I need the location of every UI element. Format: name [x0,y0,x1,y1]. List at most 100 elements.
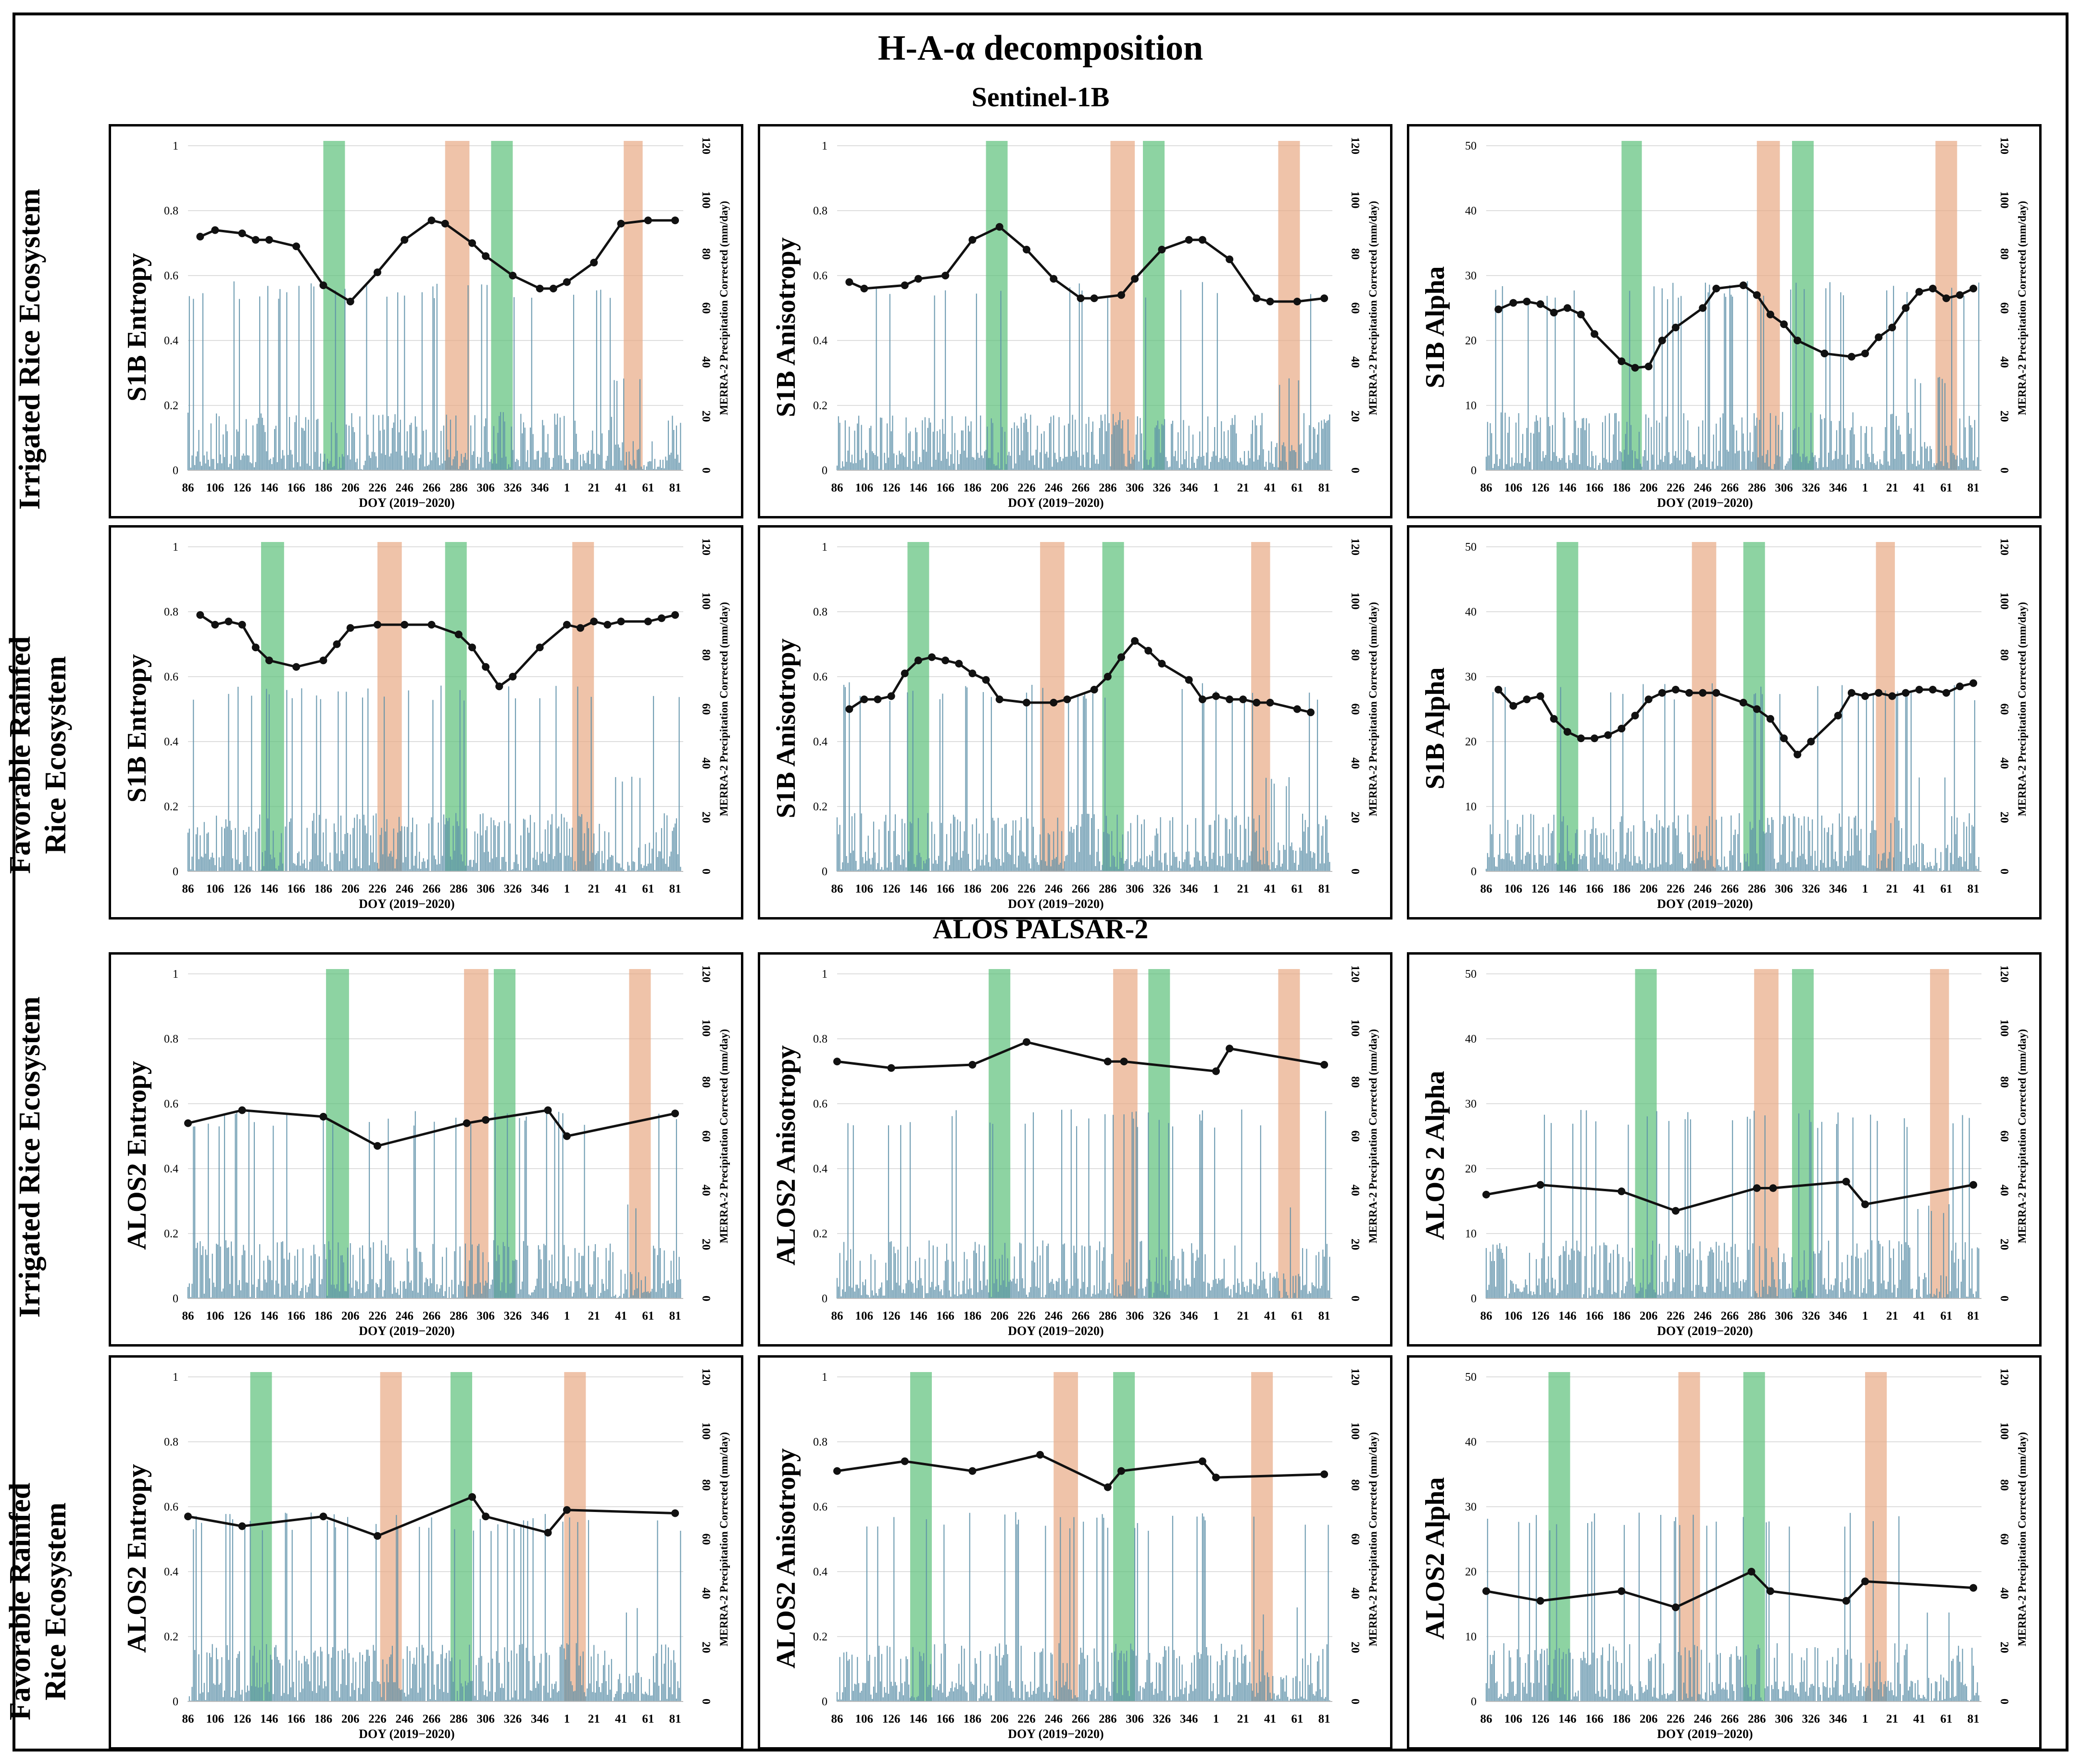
y-tick-label: 20 [1465,335,1477,347]
x-tick-label: 61 [1940,882,1952,895]
orange-band [1935,141,1957,470]
series-line [1497,682,1974,756]
data-point [1022,699,1030,706]
y2-tick-label: 120 [1998,137,2010,154]
x-tick-label: 21 [588,1713,600,1726]
data-point [1969,679,1978,687]
x-tick-label: 306 [1126,1713,1144,1726]
data-point [1969,285,1978,292]
data-point [1131,637,1139,645]
x-tick-label: 246 [1045,1310,1063,1323]
x-tick-label: 21 [588,481,600,494]
data-point [1185,236,1193,244]
y2-tick-label: 0 [1998,467,2010,473]
y-tick-label: 0 [822,465,827,477]
x-tick-label: 106 [206,481,225,494]
green-band [450,1372,472,1701]
data-point [1198,1457,1206,1465]
y2-axis-label: MERRA-2 Precipitation Corrected (mm/day) [2016,602,2028,817]
y-tick-label: 30 [1465,671,1477,683]
data-point [1103,1058,1112,1066]
y-tick-label: 0.4 [164,736,178,748]
x-tick-label: 146 [1558,882,1577,895]
x-tick-label: 126 [1531,481,1550,494]
data-point [427,621,436,629]
data-point [1022,246,1030,253]
x-tick-label: 186 [1613,481,1631,494]
x-axis-label: DOY (2019−2020) [359,1324,454,1338]
y-tick-label: 0 [1471,866,1477,878]
data-point [955,660,963,668]
y-tick-label: 0.2 [164,400,178,412]
data-point [482,1512,490,1521]
x-tick-label: 186 [314,481,333,494]
x-tick-label: 81 [669,882,681,895]
data-point [1212,1067,1220,1075]
orange-band [564,1372,586,1701]
y-tick-label: 0.8 [164,1436,178,1449]
y2-tick-label: 0 [1349,1296,1361,1301]
y2-tick-label: 60 [1349,704,1361,715]
y-axis-label: S1B Anisotropy [771,639,801,819]
data-point [968,1467,977,1475]
data-point [373,1532,381,1540]
data-point [563,278,571,286]
green-band [1635,969,1657,1298]
x-tick-label: 286 [1099,882,1117,895]
y2-tick-label: 0 [1998,1296,2010,1301]
y-tick-label: 50 [1465,140,1477,152]
x-tick-label: 286 [450,481,468,494]
data-point [833,1467,841,1475]
data-point [482,1116,490,1124]
y2-axis-label: MERRA-2 Precipitation Corrected (mm/day) [1367,602,1379,817]
y2-tick-label: 120 [1349,137,1361,154]
row-label-3: Irrigated Rice Ecosystem [13,996,46,1318]
y-tick-label: 0.8 [164,606,178,618]
x-tick-label: 266 [423,882,441,895]
y-tick-label: 10 [1465,1228,1477,1240]
y-tick-label: 0.4 [813,736,827,748]
x-tick-label: 206 [1640,882,1658,895]
x-tick-label: 246 [1045,882,1063,895]
orange-band [1930,969,1949,1298]
y-tick-label: 0.2 [164,1631,178,1643]
y2-tick-label: 0 [1349,467,1361,473]
data-point [468,1493,476,1501]
x-tick-label: 326 [1153,1310,1171,1323]
y-tick-label: 10 [1465,801,1477,813]
green-band [1102,542,1124,871]
x-tick-label: 306 [1775,1310,1793,1323]
x-tick-label: 86 [182,481,194,494]
data-point [1320,1061,1329,1069]
data-point [265,656,273,665]
y2-tick-label: 60 [1349,1131,1361,1142]
x-tick-label: 166 [287,1713,305,1726]
y2-axis-label: MERRA-2 Precipitation Corrected (mm/day) [1367,1432,1379,1647]
x-tick-label: 206 [341,882,360,895]
y2-tick-label: 40 [1349,1184,1361,1196]
y-tick-label: 0.8 [164,205,178,217]
x-tick-label: 266 [1721,882,1739,895]
green-band [491,141,513,470]
x-tick-label: 61 [1291,1310,1303,1323]
x-tick-label: 106 [206,1310,225,1323]
y2-tick-label: 120 [1349,965,1361,983]
y-axis-label: ALOS2 Entropy [122,1061,152,1250]
x-tick-label: 286 [450,1310,468,1323]
x-axis-label: DOY (2019−2020) [1657,1324,1753,1338]
data-point [1198,236,1206,244]
x-tick-label: 186 [1613,1310,1631,1323]
y2-tick-label: 20 [700,812,712,823]
data-point [441,220,449,227]
y-tick-label: 0.8 [813,606,827,618]
x-tick-label: 61 [1940,1310,1952,1323]
y2-tick-label: 120 [700,965,712,983]
x-tick-label: 246 [1045,481,1063,494]
data-point [1766,715,1774,723]
x-tick-label: 326 [1153,882,1171,895]
x-tick-label: 346 [1180,481,1198,494]
y-tick-label: 0 [173,1293,178,1305]
data-point [1617,725,1626,732]
orange-band [1756,141,1780,470]
data-point [603,621,612,629]
